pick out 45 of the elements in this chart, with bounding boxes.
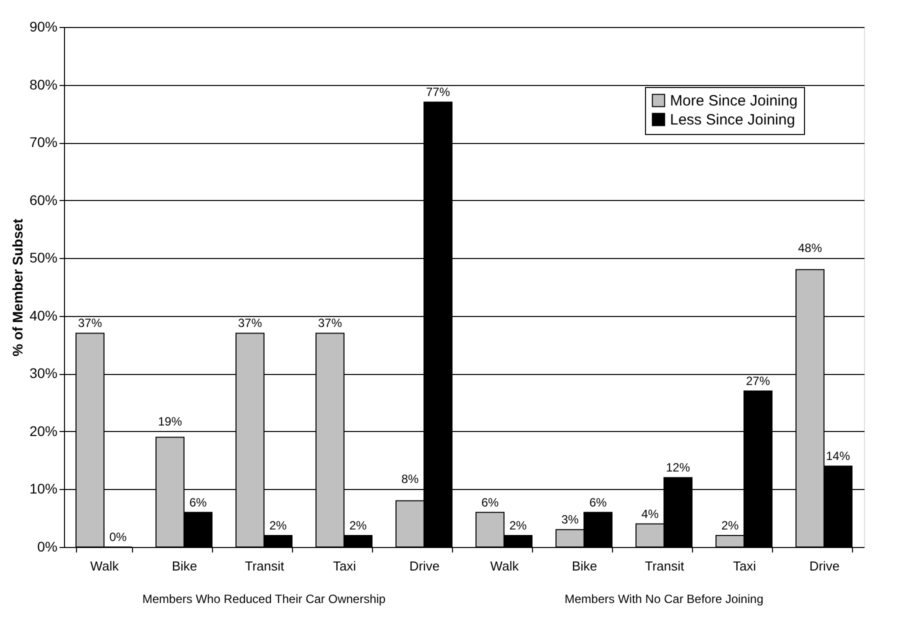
data-label: 6% <box>189 495 207 510</box>
data-label: 37% <box>318 316 342 330</box>
x-tick-label: Walk <box>490 558 520 574</box>
data-label: 2% <box>509 518 527 532</box>
data-label: 2% <box>721 518 739 532</box>
y-axis-title: % of Member Subset <box>9 218 26 356</box>
data-label: 37% <box>238 316 262 330</box>
legend-label: More Since Joining <box>670 92 798 110</box>
data-label: 0% <box>109 530 127 544</box>
y-tick-label: 70% <box>29 134 58 150</box>
x-tick-label: Walk <box>90 558 120 574</box>
data-label: 27% <box>746 374 770 388</box>
x-tick-label: Taxi <box>332 558 356 574</box>
data-label: 19% <box>158 414 182 428</box>
data-label: 37% <box>78 316 102 330</box>
x-tick-label: Transit <box>244 558 285 574</box>
data-label: 2% <box>269 518 287 532</box>
data-label: 77% <box>426 85 450 100</box>
x-tick-label: Bike <box>572 558 598 574</box>
data-label: 3% <box>561 512 579 527</box>
y-tick-label: 50% <box>29 250 58 266</box>
data-label: 6% <box>589 495 607 510</box>
x-tick-label: Taxi <box>732 558 756 574</box>
y-tick-label: 60% <box>29 192 58 208</box>
y-tick-label: 80% <box>29 76 58 92</box>
y-tick-label: 0% <box>37 538 58 554</box>
data-label: 2% <box>349 518 367 532</box>
data-label: 12% <box>666 460 690 475</box>
data-label: 8% <box>401 472 419 486</box>
y-tick-label: 90% <box>29 18 58 34</box>
data-label: 4% <box>641 506 659 521</box>
x-tick-label: Drive <box>409 558 440 574</box>
y-tick-label: 40% <box>29 307 58 324</box>
data-label: 14% <box>826 449 850 464</box>
x-tick-label: Transit <box>644 558 685 574</box>
y-tick-label: 20% <box>29 422 58 439</box>
x-tick-label: Bike <box>172 558 198 574</box>
data-label: 48% <box>798 241 822 256</box>
y-tick-label: 30% <box>29 365 58 382</box>
data-label: 6% <box>481 495 499 510</box>
text: Members Who Reduced Their Car Ownership <box>142 592 386 606</box>
y-tick-label: 10% <box>29 480 58 497</box>
legend-label: Less Since Joining <box>670 112 796 128</box>
text: Members With No Car Before Joining <box>564 592 764 606</box>
x-tick-label: Drive <box>809 558 840 574</box>
